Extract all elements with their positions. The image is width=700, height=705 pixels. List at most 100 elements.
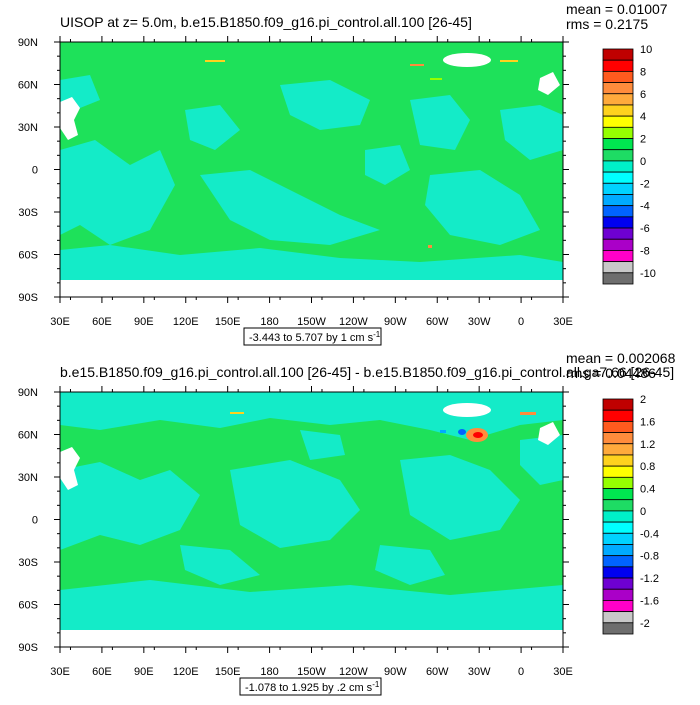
range-box: -1.078 to 1.925 by .2 cm s-1 — [239, 677, 382, 696]
colorbar-swatch — [602, 194, 634, 207]
x-tick-label: 120W — [339, 316, 368, 328]
colorbar-swatch — [602, 250, 634, 263]
colorbar-swatch — [602, 409, 634, 422]
colorbar-swatch — [602, 622, 634, 635]
y-tick-labels: 90N 60N 30N 0 30S 60S 90S — [18, 387, 38, 654]
colorbar-label: 0.4 — [640, 484, 655, 496]
colorbar-label: 6 — [640, 89, 646, 101]
colorbar-label: -2 — [640, 618, 650, 630]
colorbar-label: -0.8 — [640, 551, 659, 563]
colorbar-swatch — [602, 420, 634, 433]
y-tick-label: 90S — [18, 642, 38, 654]
colorbar-swatch — [602, 104, 634, 117]
no-data-south — [60, 631, 563, 647]
y-tick-label: 90N — [18, 37, 38, 49]
x-tick-label: 30W — [468, 316, 491, 328]
x-tick-label: 90W — [384, 316, 407, 328]
x-tick-label: 60W — [426, 316, 449, 328]
streak — [410, 64, 424, 66]
y-tick-label: 30S — [18, 557, 38, 569]
colorbar-swatch — [602, 261, 634, 274]
range-text: -3.443 to 5.707 by 1 cm s-1 — [249, 330, 381, 344]
colorbar-label: -1.6 — [640, 595, 659, 607]
colorbar-label: -10 — [640, 268, 656, 280]
colorbar-swatch — [602, 205, 634, 218]
axis-ticks — [54, 36, 569, 303]
colorbar-swatch — [602, 476, 634, 489]
colorbar-swatch — [602, 577, 634, 590]
x-tick-label: 90E — [134, 666, 154, 678]
x-tick-label: 150E — [215, 666, 241, 678]
colorbar-swatch — [602, 555, 634, 568]
colorbar-swatch — [602, 70, 634, 83]
colorbar-label: 0.8 — [640, 461, 655, 473]
colorbar-swatch — [602, 115, 634, 128]
y-tick-label: 90N — [18, 387, 38, 399]
y-tick-label: 30S — [18, 207, 38, 219]
axis-ticks — [54, 386, 569, 653]
colorbar-swatch — [602, 566, 634, 579]
y-tick-label: 0 — [32, 165, 38, 177]
no-data-south — [60, 281, 563, 297]
y-tick-label: 60N — [18, 80, 38, 92]
colorbar — [602, 48, 634, 285]
colorbar-swatch — [602, 93, 634, 106]
y-tick-labels: 90N 60N 30N 0 30S 60S 90S — [18, 37, 38, 304]
x-tick-label: 30E — [553, 316, 573, 328]
colorbar-swatch — [602, 238, 634, 251]
y-tick-label: 30N — [18, 472, 38, 484]
ocean-background — [60, 42, 563, 280]
colorbar-swatch — [602, 488, 634, 501]
land-patch-east — [538, 72, 560, 95]
chart-title: b.e15.B1850.f09_g16.pi_control.all.100 [… — [60, 364, 674, 380]
colorbar-label: 8 — [640, 66, 646, 78]
stat-mean: mean = 0.01007 — [566, 1, 668, 17]
colorbar-label: 0 — [640, 156, 646, 168]
colorbar-swatch — [602, 48, 634, 61]
x-tick-label: 30E — [50, 666, 70, 678]
stat-rms: rms = 0.2175 — [566, 16, 648, 32]
panel-top: UISOP at z= 5.0m, b.e15.B1850.f09_g16.pi… — [18, 1, 668, 346]
colorbar-label: -8 — [640, 245, 650, 257]
colorbar-swatch — [602, 600, 634, 613]
y-tick-label: 60S — [18, 250, 38, 262]
colorbar-label: -4 — [640, 201, 650, 213]
streak — [430, 78, 442, 80]
x-tick-labels: 30E 60E 90E 120E 150E 180 150W 120W 90W 60W 30W 0 30… — [50, 666, 573, 678]
colorbar-swatch — [602, 532, 634, 545]
colorbar-swatch — [602, 216, 634, 229]
range-box: -3.443 to 5.707 by 1 cm s-1 — [243, 327, 382, 346]
x-tick-label: 90E — [134, 316, 154, 328]
streak — [205, 60, 225, 62]
x-tick-label: 90W — [384, 666, 407, 678]
x-tick-label: 180 — [260, 316, 278, 328]
streak — [500, 60, 518, 62]
colorbar-label: 1.6 — [640, 416, 655, 428]
colorbar-swatch — [602, 272, 634, 285]
y-tick-label: 0 — [32, 515, 38, 527]
colorbar-label: -6 — [640, 223, 650, 235]
x-tick-label: 150W — [297, 666, 326, 678]
colorbar-swatch — [602, 182, 634, 195]
colorbar-swatch — [602, 611, 634, 624]
colorbar-labels: 2 1.6 1.2 0.8 0.4 0 -0.4 -0.8 -1.2 -1.6 -2 — [640, 394, 659, 630]
x-tick-label: 0 — [518, 316, 524, 328]
range-text: -1.078 to 1.925 by .2 cm s-1 — [245, 680, 380, 694]
colorbar-swatch — [602, 82, 634, 95]
streak — [230, 412, 244, 414]
colorbar-label: 2 — [640, 394, 646, 406]
colorbar-label: -2 — [640, 178, 650, 190]
x-tick-label: 180 — [260, 666, 278, 678]
greenland-patch — [443, 53, 491, 67]
colorbar-swatch — [602, 443, 634, 456]
colorbar-swatch — [602, 432, 634, 445]
x-tick-label: 30W — [468, 666, 491, 678]
colorbar-swatch — [602, 499, 634, 512]
colorbar-swatch — [602, 465, 634, 478]
colorbar-swatch — [602, 454, 634, 467]
colorbar-swatch — [602, 227, 634, 240]
colorbar-swatch — [602, 521, 634, 534]
colorbar-swatch — [602, 510, 634, 523]
light-patches — [60, 392, 563, 630]
